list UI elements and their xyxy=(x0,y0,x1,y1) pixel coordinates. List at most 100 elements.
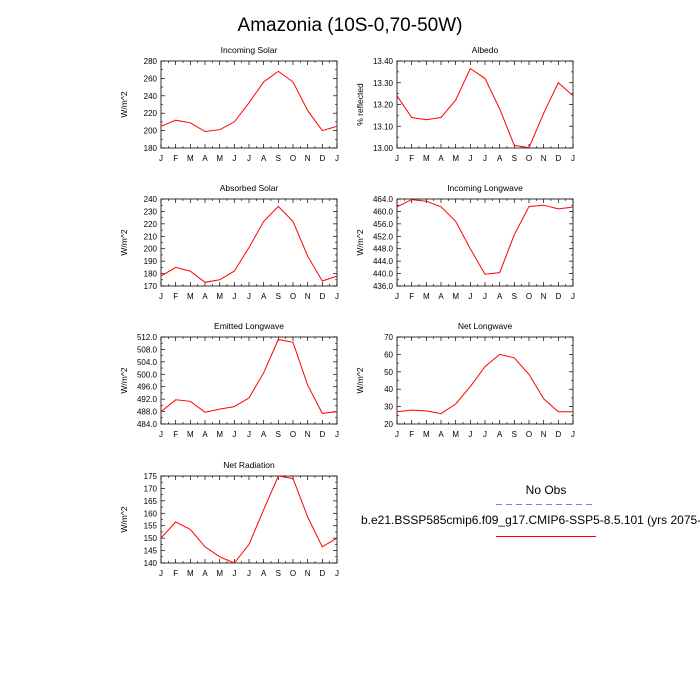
y-tick-label: 145 xyxy=(144,547,158,556)
x-tick-label: J xyxy=(247,569,251,578)
legend-obs-label: No Obs xyxy=(526,483,567,497)
x-tick-label: D xyxy=(555,154,561,163)
plot-frame xyxy=(160,475,338,564)
y-tick-label: 460.0 xyxy=(373,207,394,216)
x-tick-label: M xyxy=(216,154,223,163)
x-tick-label: N xyxy=(305,154,311,163)
series-line xyxy=(160,205,338,283)
y-tick-label: 13.10 xyxy=(373,122,394,131)
x-tick-label: J xyxy=(483,154,487,163)
y-tick-label: 200 xyxy=(144,245,158,254)
series-line xyxy=(160,475,338,564)
x-tick-label: J xyxy=(395,292,399,301)
panel-title: Incoming Solar xyxy=(221,45,278,55)
y-tick-label: 508.0 xyxy=(137,345,158,354)
y-axis-label: W/m^2 xyxy=(119,367,129,393)
x-tick-label: J xyxy=(395,430,399,439)
y-tick-label: 30 xyxy=(384,403,393,412)
y-tick-label: 60 xyxy=(384,350,393,359)
x-tick-label: A xyxy=(202,430,208,439)
x-tick-label: S xyxy=(512,154,517,163)
x-tick-label: N xyxy=(305,569,311,578)
series-line xyxy=(396,353,573,415)
y-tick-label: 240 xyxy=(144,92,158,101)
y-tick-label: 150 xyxy=(144,534,158,543)
y-tick-label: 496.0 xyxy=(137,383,158,392)
y-tick-label: 464.0 xyxy=(373,195,394,204)
x-tick-label: N xyxy=(305,430,311,439)
x-tick-label: J xyxy=(159,154,163,163)
panel-emitted-longwave: J F M A M J J A S O N D J484.0488.0492.0496.0500.050… xyxy=(119,321,339,439)
panel-title: Net Longwave xyxy=(458,321,513,331)
x-tick-label: J xyxy=(468,154,472,163)
series-line xyxy=(160,70,338,133)
y-tick-label: 170 xyxy=(144,282,158,291)
x-tick-label: M xyxy=(452,430,459,439)
x-tick-label: A xyxy=(202,154,208,163)
y-tick-label: 210 xyxy=(144,232,158,241)
x-tick-label: J xyxy=(335,154,339,163)
y-tick-label: 13.20 xyxy=(373,101,394,110)
y-tick-label: 512.0 xyxy=(137,333,158,342)
x-tick-label: S xyxy=(512,292,517,301)
y-tick-label: 13.30 xyxy=(373,79,394,88)
y-tick-label: 240 xyxy=(144,195,158,204)
panel-title: Albedo xyxy=(472,45,499,55)
y-tick-label: 200 xyxy=(144,127,158,136)
y-tick-label: 40 xyxy=(384,385,393,394)
y-tick-label: 230 xyxy=(144,207,158,216)
y-tick-label: 165 xyxy=(144,497,158,506)
x-tick-label: D xyxy=(319,292,325,301)
x-tick-label: F xyxy=(173,430,178,439)
legend-model-label: b.e21.BSSP585cmip6.f09_g17.CMIP6-SSP5-8.… xyxy=(361,513,700,527)
x-tick-label: S xyxy=(276,430,281,439)
x-tick-label: D xyxy=(555,292,561,301)
x-tick-label: M xyxy=(452,292,459,301)
x-tick-label: M xyxy=(452,154,459,163)
x-tick-label: D xyxy=(319,569,325,578)
y-axis-label: W/m^2 xyxy=(119,229,129,255)
x-tick-label: J xyxy=(335,430,339,439)
y-tick-label: 180 xyxy=(144,270,158,279)
x-tick-label: M xyxy=(423,430,430,439)
panel-title: Net Radiation xyxy=(223,460,275,470)
y-tick-label: 13.40 xyxy=(373,57,394,66)
x-tick-label: J xyxy=(571,292,575,301)
x-tick-label: J xyxy=(159,569,163,578)
x-tick-label: J xyxy=(232,154,236,163)
y-axis-label: W/m^2 xyxy=(355,367,365,393)
y-tick-label: 220 xyxy=(144,220,158,229)
y-tick-label: 452.0 xyxy=(373,232,394,241)
x-tick-label: A xyxy=(202,569,208,578)
y-axis-label: W/m^2 xyxy=(119,506,129,532)
x-tick-label: D xyxy=(319,154,325,163)
x-tick-label: M xyxy=(423,154,430,163)
x-tick-label: F xyxy=(409,154,414,163)
panel-title: Emitted Longwave xyxy=(214,321,284,331)
x-tick-label: O xyxy=(290,569,296,578)
x-tick-label: O xyxy=(290,430,296,439)
x-tick-label: A xyxy=(261,154,267,163)
x-tick-label: M xyxy=(216,292,223,301)
plot-frame xyxy=(160,60,338,149)
y-tick-label: 13.00 xyxy=(373,144,394,153)
plot-frame xyxy=(160,198,338,287)
x-tick-label: O xyxy=(526,154,532,163)
x-tick-label: S xyxy=(276,569,281,578)
y-tick-label: 436.0 xyxy=(373,282,394,291)
panel-incoming-longwave: J F M A M J J A S O N D J436.0440.0444.0448.0452.045… xyxy=(355,183,575,301)
legend: No Obs b.e21.BSSP585cmip6.f09_g17.CMIP6-… xyxy=(361,483,700,537)
x-tick-label: N xyxy=(541,154,547,163)
x-tick-label: N xyxy=(305,292,311,301)
x-tick-label: J xyxy=(395,154,399,163)
x-tick-label: O xyxy=(526,430,532,439)
x-tick-label: F xyxy=(173,154,178,163)
x-tick-label: A xyxy=(261,292,267,301)
x-tick-label: J xyxy=(571,154,575,163)
x-tick-label: J xyxy=(247,430,251,439)
x-tick-label: N xyxy=(541,292,547,301)
x-tick-label: A xyxy=(438,154,444,163)
panel-title: Incoming Longwave xyxy=(447,183,523,193)
y-tick-label: 500.0 xyxy=(137,370,158,379)
